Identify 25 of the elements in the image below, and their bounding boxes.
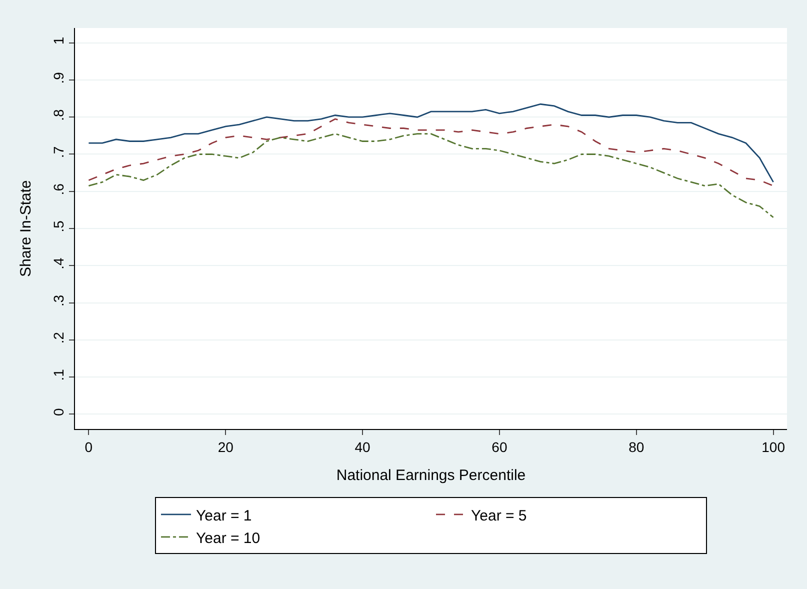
y-tick-label: .9	[50, 72, 66, 84]
y-axis-title: Share In-State	[18, 180, 35, 277]
y-tick-label: .2	[50, 332, 66, 344]
x-tick-label: 100	[762, 438, 786, 455]
y-tick-label: .1	[50, 368, 66, 381]
line-series	[88, 118, 774, 186]
y-tick-label: 0	[50, 408, 66, 416]
x-tick-label: 40	[354, 438, 371, 455]
x-axis-title: National Earnings Percentile	[336, 466, 526, 484]
x-tick-label: 20	[218, 438, 234, 455]
x-tick-label: 60	[492, 438, 508, 455]
y-tick-label: .8	[50, 108, 66, 121]
x-tick-label: 80	[628, 438, 644, 455]
legend-label: Year = 10	[196, 530, 260, 547]
y-tick-label: .5	[50, 220, 66, 232]
y-tick-label: .6	[50, 183, 66, 196]
y-tick-label: .4	[50, 257, 66, 270]
legend-label: Year = 5	[471, 507, 527, 524]
x-tick-label: 0	[84, 438, 93, 455]
legend-label: Year = 1	[196, 507, 252, 524]
line-series	[88, 103, 774, 183]
y-tick-label: .3	[50, 294, 66, 307]
y-tick-label: .7	[50, 146, 66, 158]
y-tick-label: 1	[50, 36, 66, 45]
line-series	[88, 133, 774, 218]
